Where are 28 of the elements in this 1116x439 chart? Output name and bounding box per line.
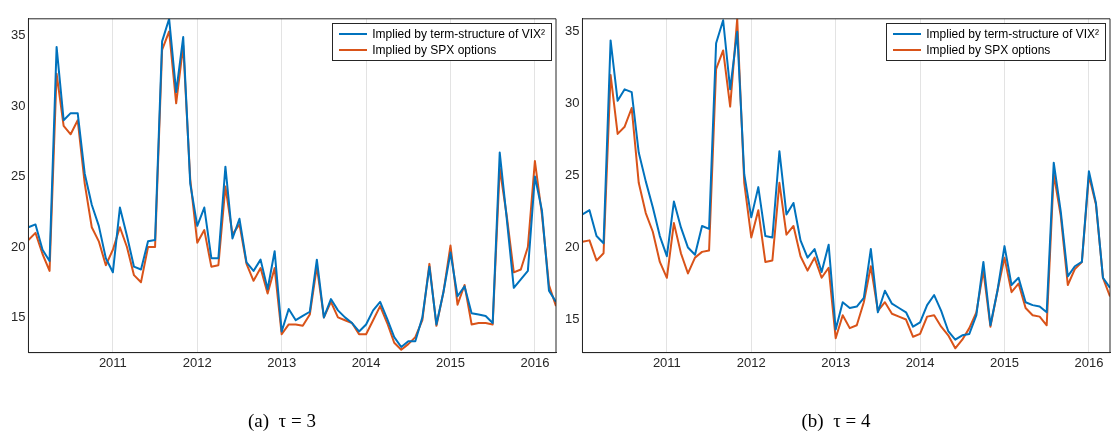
legend-label: Implied by term-structure of VIX²	[372, 25, 545, 42]
y-tick-label: 35	[564, 23, 580, 39]
x-tick-label: 2015	[436, 354, 465, 370]
x-tick-label: 2013	[267, 354, 297, 370]
y-tick-label: 25	[564, 167, 580, 183]
legend-label: Implied by SPX options	[926, 41, 1051, 58]
y-tick-label: 25	[10, 168, 26, 184]
y-tick-label: 30	[564, 95, 580, 111]
x-tick-label: 2011	[98, 354, 127, 370]
x-tick-label: 2012	[182, 354, 212, 370]
text: (b) τ = 4	[801, 409, 871, 432]
x-tick-label: 2013	[821, 354, 851, 370]
y-tick-label: 15	[10, 308, 26, 324]
y-tick-label: 20	[10, 238, 26, 254]
x-tick-label: 2014	[351, 354, 381, 370]
x-tick-label: 2015	[990, 354, 1019, 370]
x-tick-label: 2011	[652, 354, 681, 370]
x-tick-label: 2014	[905, 354, 935, 370]
x-tick-label: 2016	[1074, 354, 1104, 370]
x-tick-label: 2016	[520, 354, 550, 370]
y-tick-label: 20	[564, 239, 580, 255]
legend-label: Implied by term-structure of VIX²	[926, 25, 1099, 42]
y-tick-label: 30	[10, 97, 26, 113]
legend-label: Implied by SPX options	[372, 41, 497, 58]
text: (a) τ = 3	[248, 409, 316, 432]
y-tick-label: 35	[10, 27, 26, 43]
y-tick-label: 15	[564, 311, 580, 327]
x-tick-label: 2012	[736, 354, 766, 370]
